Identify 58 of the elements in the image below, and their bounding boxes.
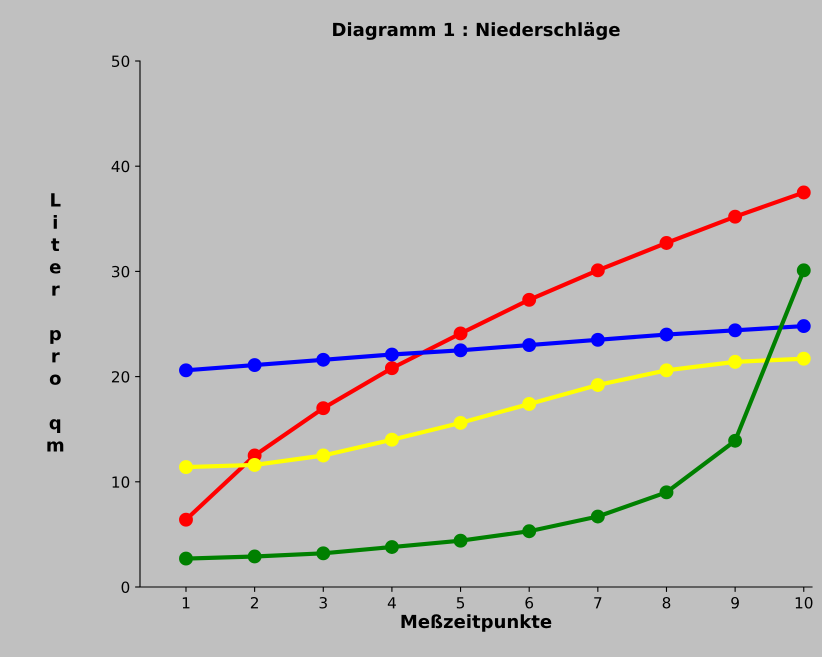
x-axis-title: Meßzeitpunkte xyxy=(402,614,552,632)
point xyxy=(660,236,674,250)
point xyxy=(179,552,193,566)
point xyxy=(384,432,399,447)
point xyxy=(660,328,674,342)
point xyxy=(316,352,330,367)
point xyxy=(248,458,262,472)
point xyxy=(796,263,811,278)
point xyxy=(590,332,605,347)
point xyxy=(454,343,468,358)
point xyxy=(728,210,742,224)
point xyxy=(179,460,193,474)
x-tick-label: 10 xyxy=(796,596,812,609)
point xyxy=(590,263,605,278)
point xyxy=(590,510,605,524)
point xyxy=(522,524,536,538)
point xyxy=(384,361,399,376)
point xyxy=(590,378,605,392)
x-tick-label: 9 xyxy=(731,596,739,609)
y-tick-label: 10 xyxy=(112,476,130,488)
point xyxy=(454,326,468,340)
point xyxy=(728,323,742,338)
chart-title: Diagramm 1 : Niederschläge xyxy=(333,22,620,40)
x-tick-label: 4 xyxy=(388,597,396,608)
point xyxy=(522,292,536,307)
x-tick-label: 3 xyxy=(320,596,327,609)
point xyxy=(316,448,330,462)
point xyxy=(660,363,674,378)
point xyxy=(384,348,399,362)
y-tick-label: 0 xyxy=(122,581,130,594)
point xyxy=(316,401,330,416)
point xyxy=(796,352,811,366)
x-tick-label: 6 xyxy=(525,596,534,609)
point xyxy=(728,434,742,448)
point xyxy=(454,416,468,430)
point xyxy=(522,397,536,411)
y-tick-label: 40 xyxy=(112,160,130,172)
y-tick-label: 20 xyxy=(112,371,130,383)
point xyxy=(248,550,262,564)
point xyxy=(179,363,193,378)
text: Liter pro qm xyxy=(47,193,64,452)
y-tick-label: 50 xyxy=(112,55,130,68)
x-tick-label: 5 xyxy=(456,597,464,609)
point xyxy=(796,186,811,200)
y-tick-label: 30 xyxy=(112,266,130,278)
point xyxy=(316,546,330,560)
point xyxy=(179,512,193,527)
point xyxy=(728,354,742,369)
point xyxy=(454,534,468,548)
point xyxy=(248,358,262,372)
point xyxy=(796,319,811,334)
point xyxy=(384,540,399,554)
point xyxy=(522,338,536,352)
point xyxy=(660,485,674,500)
x-tick-label: 2 xyxy=(250,596,258,608)
x-tick-label: 7 xyxy=(594,597,602,608)
x-tick-label: 1 xyxy=(182,597,190,608)
x-tick-label: 8 xyxy=(662,596,670,609)
